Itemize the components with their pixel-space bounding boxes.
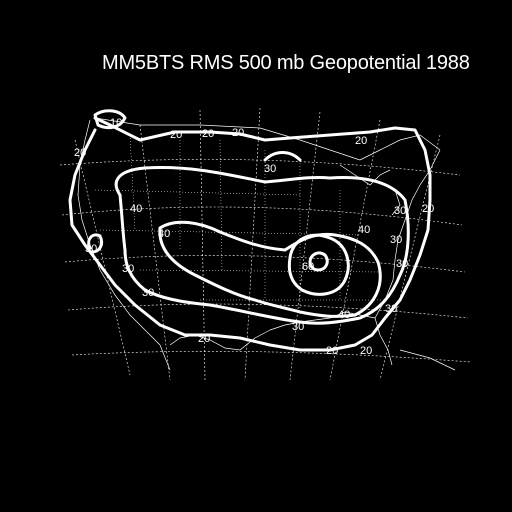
contour-label-30: 30 bbox=[390, 234, 402, 246]
contour-label-20: 20 bbox=[74, 147, 86, 159]
contour-label-20: 20 bbox=[326, 345, 338, 357]
contour-label-60: 60 bbox=[302, 261, 314, 273]
contour-label-30: 30 bbox=[122, 263, 134, 275]
contour-label-30: 30 bbox=[292, 321, 304, 333]
contour-lines bbox=[68, 109, 432, 352]
contour-label-30: 30 bbox=[142, 287, 154, 299]
contour-label-40: 40 bbox=[130, 203, 142, 215]
contour-label-10: 10 bbox=[110, 117, 122, 129]
contour-label-30: 30 bbox=[394, 205, 406, 217]
contour-label-20: 20 bbox=[170, 129, 182, 141]
contour-label-30: 30 bbox=[264, 163, 276, 175]
contour-labels: 10 20 20 20 20 20 20 20 20 20 20 30 30 3… bbox=[74, 117, 434, 357]
contour-label-20: 20 bbox=[355, 135, 367, 147]
contour-label-20: 20 bbox=[422, 203, 434, 215]
contour-label-40: 40 bbox=[158, 228, 170, 240]
contour-label-20: 20 bbox=[198, 333, 210, 345]
contour-label-30: 30 bbox=[85, 243, 97, 255]
map-title: MM5BTS RMS 500 mb Geopotential 1988 bbox=[102, 52, 470, 74]
contour-label-30: 30 bbox=[396, 258, 408, 270]
contour-label-20: 20 bbox=[202, 128, 214, 140]
contour-label-40: 40 bbox=[338, 309, 350, 321]
contour-label-40: 40 bbox=[358, 224, 370, 236]
contour-label-20: 20 bbox=[360, 345, 372, 357]
contour-label-30: 30 bbox=[385, 303, 397, 315]
contour-label-20: 20 bbox=[232, 127, 244, 139]
